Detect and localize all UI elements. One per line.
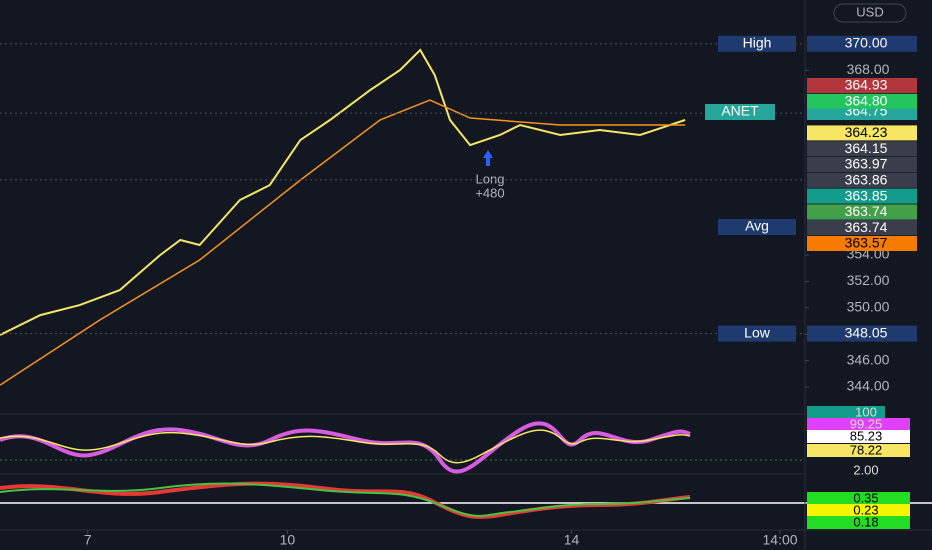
y-tick-label: 352.00	[847, 272, 890, 288]
indicator-label-box	[807, 430, 910, 443]
price-line	[0, 99, 686, 386]
price-line	[0, 48, 686, 336]
level-name: Low	[744, 324, 771, 340]
level-value: 348.05	[845, 324, 888, 340]
price-label: 363.74	[845, 219, 888, 235]
price-label: 363.85	[845, 187, 888, 203]
indicator-label: 85.23	[850, 428, 883, 443]
x-tick-label: 14:00	[763, 532, 798, 548]
price-label-box	[807, 141, 917, 157]
y-tick-label: 346.00	[847, 351, 890, 367]
price-label-box	[807, 236, 917, 251]
price-label: 363.74	[845, 203, 888, 219]
price-label-box	[807, 204, 917, 220]
annotation: +480	[475, 185, 504, 200]
x-tick-label: 7	[84, 532, 92, 548]
macd-line	[0, 481, 691, 519]
currency: USD	[856, 4, 883, 19]
y-tick-label: 344.00	[847, 378, 890, 394]
y-tick-label: 368.00	[847, 61, 890, 77]
price-label: 364.23	[845, 124, 888, 140]
indicator-label-box	[807, 492, 910, 505]
price-label-box	[807, 157, 917, 172]
indicator-label: 0.35	[853, 490, 878, 505]
price-label: 364.93	[845, 77, 888, 93]
macd-signal	[0, 482, 691, 517]
indicator-label: 100	[855, 404, 877, 419]
level-name: ANET	[721, 103, 759, 119]
long-arrow	[483, 150, 493, 166]
level-name-box	[718, 35, 796, 52]
price-label-box	[807, 93, 917, 109]
price-label: 363.57	[845, 235, 888, 251]
indicator-label: 78.22	[850, 442, 883, 457]
price-label-box	[807, 172, 917, 188]
x-tick-label: 14	[564, 532, 580, 548]
level-name-box	[718, 325, 796, 342]
level-name-box	[718, 219, 796, 235]
indicator-label: 99.25	[850, 416, 883, 431]
price-label: 364.80	[845, 93, 888, 109]
indicator-label-box	[807, 444, 910, 457]
indicator-label-box	[807, 504, 910, 517]
indicator-label: 2.00	[853, 462, 878, 477]
indicator-label-box	[807, 418, 910, 431]
indicator-label-box	[807, 464, 910, 477]
oscillator-signal	[0, 429, 691, 464]
price-label-box	[807, 78, 917, 93]
level-value: 370.00	[845, 35, 888, 51]
level-box	[807, 35, 917, 52]
level-name: Avg	[745, 218, 769, 234]
level-name: High	[743, 35, 772, 51]
price-label-box	[807, 188, 917, 204]
price-label-box	[807, 125, 917, 141]
price-label-box	[807, 220, 917, 236]
y-tick-label: 350.00	[847, 299, 890, 315]
x-tick-label: 10	[280, 532, 296, 548]
price-label: 363.86	[845, 172, 888, 188]
level-name-box	[705, 104, 775, 120]
price-label: 363.97	[845, 156, 888, 172]
indicator-label: 0.23	[853, 502, 878, 517]
price-label: 364.15	[845, 140, 888, 156]
level-box	[807, 325, 917, 342]
currency-box	[833, 3, 907, 23]
indicator-label: 0.18	[853, 514, 878, 529]
indicator-label-box	[807, 406, 885, 419]
annotation: Long	[476, 171, 505, 186]
indicator-label-box	[807, 516, 910, 529]
